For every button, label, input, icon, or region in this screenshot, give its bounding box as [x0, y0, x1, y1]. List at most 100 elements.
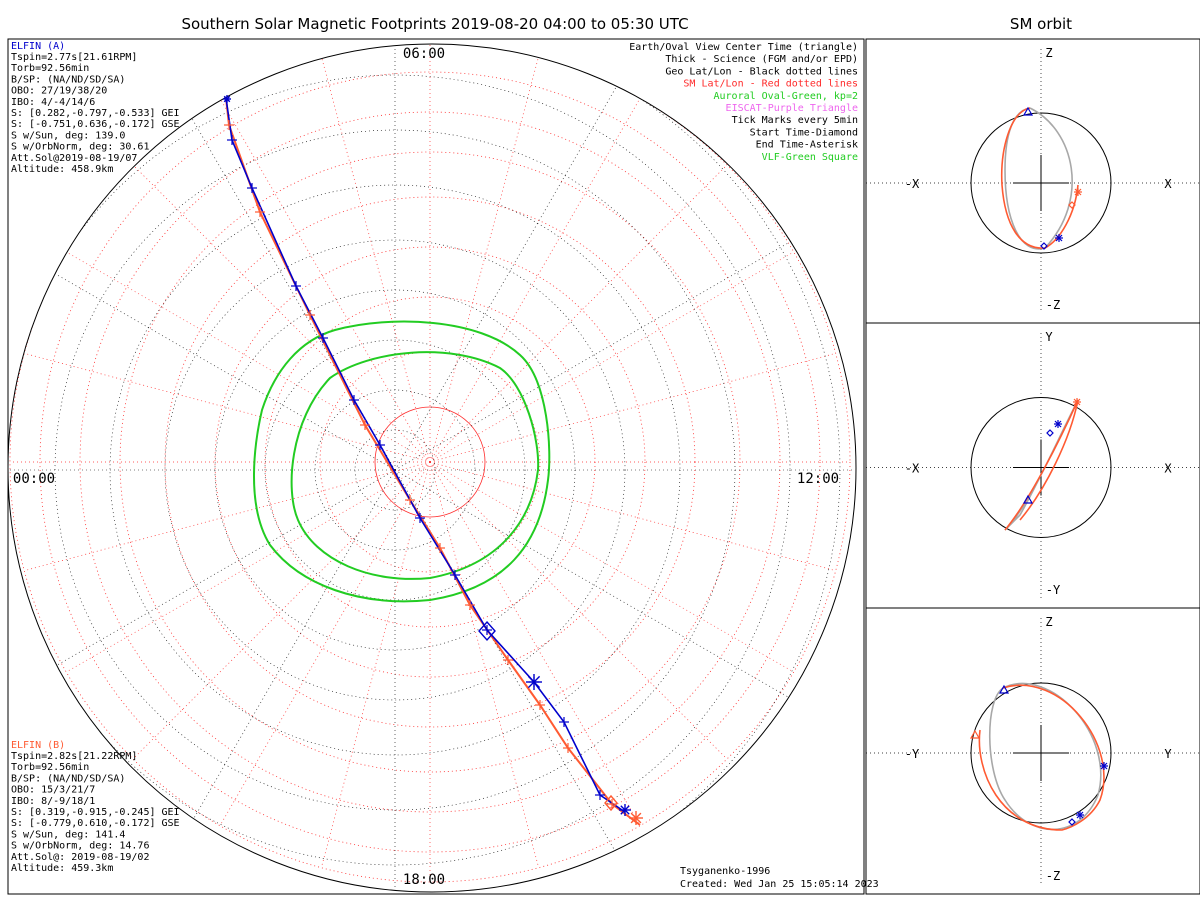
- orbit-label-v-neg: -Z: [1046, 298, 1060, 312]
- elfin-a-line: IBO: 4/-4/14/6: [11, 97, 95, 108]
- elfin-a-track: [225, 97, 626, 813]
- elfin-b-line: B/SP: (NA/ND/SD/SA): [11, 773, 125, 784]
- orbit-panel: -X X Y -Y: [865, 322, 1200, 609]
- elfin-a-name: ELFIN (A): [11, 41, 65, 52]
- sm-lat-circle: [214, 246, 646, 678]
- figure-title: Southern Solar Magnetic Footprints 2019-…: [181, 15, 688, 33]
- sm-lon-line: [219, 98, 431, 463]
- geo-lat-circle: [264, 339, 526, 601]
- orbit-title: SM orbit: [1010, 15, 1072, 33]
- elfin-a-line: Tspin=2.77s[21.61RPM]: [11, 52, 137, 63]
- sm-lat-circle: [79, 111, 781, 813]
- model-label: Tsyganenko-1996: [680, 866, 770, 877]
- sm-lon-line: [429, 352, 836, 463]
- geo-lon-line: [394, 71, 626, 471]
- orbit-triangle-marker: [969, 729, 981, 739]
- elfin-a-line: Altitude: 458.9km: [11, 164, 113, 175]
- orbit-label-h-pos: X: [1164, 177, 1172, 191]
- legend-entry: Start Time-Diamond: [750, 127, 858, 138]
- orbit-trace-elfin-b: [1000, 107, 1079, 249]
- legend-entry: Geo Lat/Lon - Black dotted lines: [665, 66, 858, 77]
- elfin-b-line: Att.Sol@: 2019-08-19/02: [11, 852, 149, 863]
- mlt-label-top: 06:00: [403, 46, 445, 62]
- orbit-label-v-pos: Z: [1045, 615, 1052, 629]
- sm-grid: [9, 44, 851, 883]
- auroral-oval-inner: [290, 351, 540, 580]
- orbit-label-h-pos: X: [1164, 462, 1172, 476]
- elfin-a-end-asterisk: [619, 804, 631, 816]
- orbit-asterisk-marker: [1100, 762, 1108, 770]
- elfin-a-line: S: [-0.751,0.636,-0.172] GSE: [11, 119, 180, 130]
- elfin-a-line: OBO: 27/19/38/20: [11, 86, 107, 97]
- elfin-b-line: IBO: 8/-9/18/1: [11, 796, 95, 807]
- legend-entry: Auroral Oval-Green, kp=2: [714, 91, 859, 102]
- sm-lon-line: [320, 56, 431, 463]
- elfin-a-top-marker: [223, 95, 231, 103]
- elfin-b-line: S: [0.319,-0.915,-0.245] GEI: [11, 807, 180, 818]
- sm-lat-circle: [319, 351, 541, 573]
- elfin-b-line: S w/Sun, deg: 141.4: [11, 829, 125, 840]
- elfin-a-asterisk: [526, 674, 542, 690]
- elfin-b-line: OBO: 15/3/21/7: [11, 785, 95, 796]
- orbit-asterisk-marker: [1054, 420, 1062, 428]
- elfin-b-info: ELFIN (B) Tspin=2.82s[21.22RPM]Torb=92.5…: [11, 740, 180, 874]
- legend-entry: Thick - Science (FGM and/or EPD): [665, 54, 858, 65]
- map-boundary-circle: [7, 43, 857, 893]
- sm-lon-line: [320, 461, 431, 868]
- elfin-a-line: S: [0.282,-0.797,-0.533] GEI: [11, 108, 180, 119]
- orbit-panels: -X X Z -Z -X X Y -Y -Y Y Z -Z: [865, 38, 1200, 895]
- sm-lon-line: [429, 56, 540, 463]
- legend: Earth/Oval View Center Time (triangle)Th…: [629, 42, 858, 163]
- elfin-a-line: Torb=92.56min: [11, 63, 89, 74]
- elfin-b-line: Torb=92.56min: [11, 762, 89, 773]
- orbit-triangle-marker: [1022, 106, 1034, 116]
- sm-lon-line: [219, 461, 431, 826]
- elfin-b-line: S w/OrbNorm, deg: 14.76: [11, 841, 149, 852]
- elfin-a-line: Att.Sol@2019-08-19/07: [11, 153, 137, 164]
- orbit-label-h-neg: -X: [905, 177, 920, 191]
- sm-lon-line: [429, 461, 540, 868]
- elfin-b-end-asterisk: [629, 811, 643, 825]
- elfin-b-start-diamond: [604, 794, 618, 812]
- elfin-b-track: [225, 97, 641, 826]
- orbit-diamond-marker: [1040, 242, 1048, 250]
- geo-lat-circle: [164, 239, 626, 701]
- orbit-diamond-marker: [1046, 429, 1054, 437]
- created-label: Created: Wed Jan 25 15:05:14 2023: [680, 879, 879, 890]
- elfin-a-start-diamond: [478, 620, 496, 642]
- mlt-label-right: 12:00: [797, 471, 839, 487]
- mlt-label-left: 00:00: [13, 471, 55, 487]
- orbit-trace-elfin-b: [978, 684, 1105, 831]
- sm-lon-line: [24, 352, 431, 463]
- legend-entry: SM Lat/Lon - Red dotted lines: [683, 79, 858, 90]
- geo-lat-circle: [8, 74, 791, 866]
- legend-entry: EISCAT-Purple Triangle: [726, 103, 858, 114]
- orbit-asterisk-marker: [1073, 398, 1081, 406]
- orbit-asterisk-marker: [1074, 188, 1082, 196]
- geo-lon-line: [8, 239, 396, 471]
- legend-entry: VLF-Green Square: [762, 152, 858, 163]
- elfin-b-line: S: [-0.779,0.610,-0.172] GSE: [11, 818, 180, 829]
- sm-lon-line: [66, 251, 431, 463]
- auroral-ovals: [253, 320, 551, 603]
- sm-lon-line: [24, 461, 431, 572]
- legend-entry: Earth/Oval View Center Time (triangle): [629, 42, 858, 53]
- orbit-label-h-pos: Y: [1164, 747, 1172, 761]
- mlt-label-bottom: 18:00: [403, 872, 445, 888]
- sm-lat-circle: [9, 44, 851, 883]
- orbit-trace-gray: [1004, 107, 1073, 250]
- orbit-label-v-pos: Z: [1045, 46, 1052, 60]
- geo-lon-line: [394, 239, 794, 471]
- elfin-b-name: ELFIN (B): [11, 740, 65, 751]
- orbit-asterisk-marker: [1076, 811, 1084, 819]
- elfin-b-line: Tspin=2.82s[21.22RPM]: [11, 751, 137, 762]
- orbit-label-h-neg: -Y: [905, 747, 920, 761]
- geo-lon-line: [164, 469, 396, 869]
- elfin-b-line: Altitude: 459.3km: [11, 863, 113, 874]
- orbit-label-v-neg: -Z: [1046, 869, 1060, 883]
- auroral-oval-outer: [253, 320, 551, 603]
- elfin-a-line: B/SP: (NA/ND/SD/SA): [11, 74, 125, 85]
- legend-entry: Tick Marks every 5min: [732, 115, 858, 126]
- orbit-diamond-marker: [1068, 201, 1076, 209]
- elfin-a-line: S w/Sun, deg: 139.0: [11, 130, 125, 141]
